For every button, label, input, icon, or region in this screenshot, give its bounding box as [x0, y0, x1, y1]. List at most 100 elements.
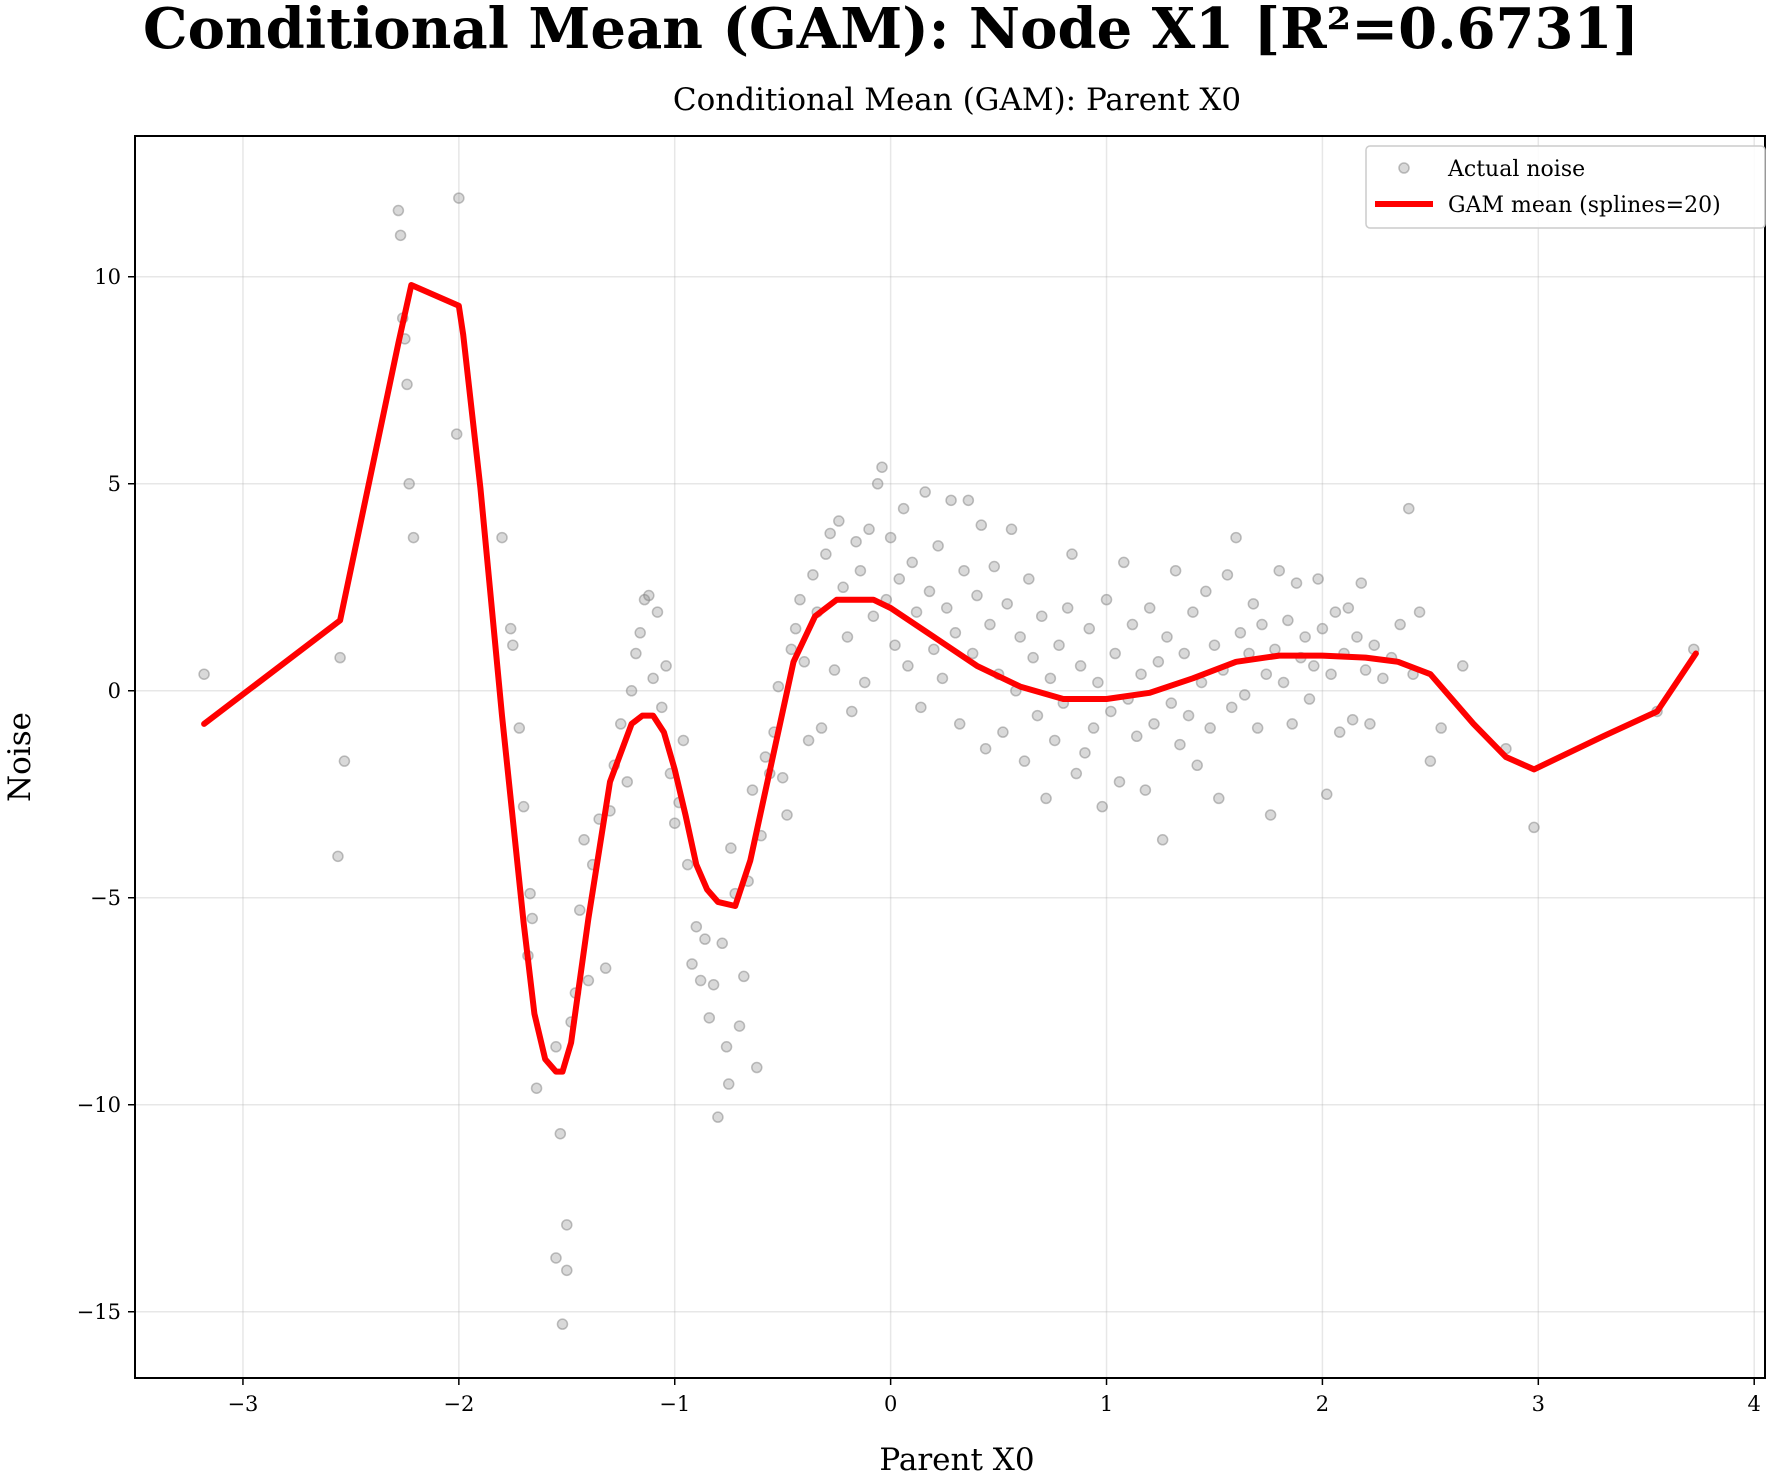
scatter-point — [906, 556, 918, 569]
scatter-point — [1061, 602, 1074, 614]
scatter-point — [707, 978, 720, 991]
scatter-point — [722, 1078, 735, 1090]
scatter-point — [789, 622, 802, 635]
scatter-point — [1260, 668, 1273, 680]
scatter-point — [1126, 618, 1139, 631]
scatter-point — [1044, 672, 1057, 685]
scatter-point — [582, 974, 595, 987]
scatter-point — [453, 192, 465, 204]
scatter-point — [1161, 631, 1173, 643]
scatter-point — [703, 1012, 716, 1024]
scatter-point — [660, 660, 672, 672]
scatter-point — [1023, 573, 1035, 585]
scatter-point — [1014, 631, 1026, 643]
scatter-point — [1394, 618, 1406, 631]
scatter-point — [1143, 602, 1156, 614]
scatter-point — [1346, 713, 1359, 726]
scatter-point — [772, 680, 785, 693]
scatter-point — [738, 970, 750, 983]
scatter-point — [871, 478, 884, 490]
scatter-point — [554, 1127, 567, 1140]
scatter-point — [837, 581, 849, 594]
scatter-point — [1100, 593, 1113, 606]
scatter-point — [656, 701, 668, 714]
scatter-point — [751, 1061, 763, 1074]
scatter-point — [1424, 755, 1437, 767]
scatter-point — [867, 610, 880, 622]
scatter-point — [573, 904, 586, 916]
y-tick-label: 5 — [108, 472, 121, 496]
scatter-point — [1027, 651, 1039, 664]
scatter-point — [1368, 639, 1380, 651]
scatter-point — [1413, 606, 1426, 618]
scatter-point — [815, 722, 828, 734]
scatter-point — [1182, 709, 1195, 722]
scatter-point — [690, 920, 703, 933]
scatter-point — [1036, 610, 1048, 622]
scatter-point — [630, 647, 642, 660]
scatter-point — [517, 800, 530, 813]
scatter-point — [876, 461, 888, 473]
scatter-point — [988, 560, 1001, 573]
scatter-point — [699, 933, 711, 945]
scatter-point — [338, 755, 351, 767]
scatter-point — [1325, 668, 1337, 680]
scatter-point — [923, 585, 936, 598]
scatter-point — [1083, 622, 1096, 635]
scatter-point — [634, 627, 646, 639]
scatter-point — [979, 742, 992, 755]
scatter-point — [1079, 747, 1091, 759]
scatter-point — [716, 937, 728, 950]
scatter-point — [828, 664, 841, 676]
scatter-point — [910, 606, 923, 618]
scatter-point — [893, 573, 906, 585]
scatter-point — [720, 1041, 733, 1053]
scatter-point — [1286, 718, 1298, 730]
scatter-point — [1031, 709, 1044, 722]
scatter-point — [1135, 668, 1147, 680]
x-tick-label: 4 — [1748, 1392, 1761, 1416]
scatter-point — [733, 1020, 746, 1032]
scatter-point — [550, 1041, 562, 1053]
chart-title: Conditional Mean (GAM): Node X1 [R²=0.67… — [143, 0, 1639, 62]
scatter-point — [1277, 676, 1290, 689]
scatter-point — [1435, 722, 1447, 734]
scatter-point — [334, 651, 346, 664]
scatter-point — [1174, 738, 1186, 751]
scatter-point — [561, 1219, 573, 1231]
scatter-point — [850, 535, 862, 548]
scatter-point — [936, 672, 949, 685]
scatter-point — [677, 734, 690, 747]
scatter-point — [854, 564, 867, 577]
scatter-point — [841, 631, 854, 643]
scatter-point — [526, 912, 538, 925]
scatter-point — [1234, 627, 1247, 639]
legend-box — [1365, 145, 1766, 229]
scatter-point — [889, 639, 901, 651]
scatter-point — [902, 660, 914, 672]
scatter-point — [798, 656, 811, 668]
scatter-point — [550, 1252, 562, 1264]
scatter-point — [401, 378, 413, 391]
chart-subtitle: Conditional Mean (GAM): Parent X0 — [673, 82, 1241, 118]
scatter-point — [1130, 730, 1143, 743]
scatter-point — [625, 685, 638, 697]
scatter-point — [198, 668, 210, 680]
y-tick-label: 0 — [108, 679, 121, 703]
scatter-point — [556, 1318, 569, 1330]
scatter-point — [1329, 606, 1342, 618]
scatter-point — [712, 1111, 724, 1123]
scatter-point — [1156, 834, 1169, 846]
scatter-point — [1074, 660, 1087, 672]
y-tick-label: 10 — [94, 265, 121, 289]
scatter-point — [945, 494, 957, 507]
legend-label-gam-mean: GAM mean (splines=20) — [1448, 193, 1721, 218]
scatter-point — [1053, 639, 1065, 651]
scatter-point — [1165, 697, 1178, 709]
scatter-point — [1303, 693, 1316, 705]
scatter-point — [1308, 660, 1320, 672]
scatter-point — [1299, 631, 1311, 643]
scatter-point — [504, 622, 517, 635]
scatter-point — [1187, 606, 1199, 618]
scatter-point — [941, 602, 953, 614]
